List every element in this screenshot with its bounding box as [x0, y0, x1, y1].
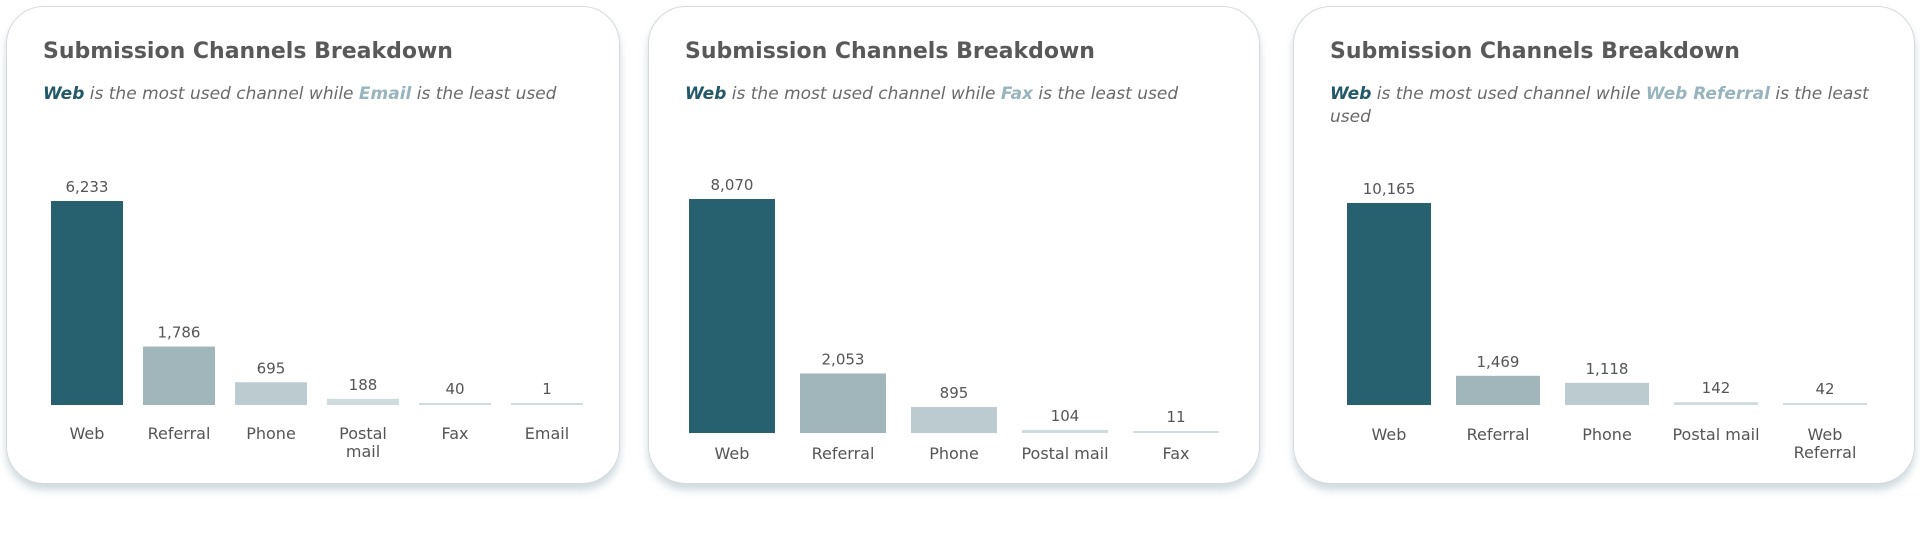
category-label-line: Phone	[1582, 425, 1632, 444]
category-label-line: Fax	[441, 424, 468, 443]
category-label-line: Email	[525, 424, 569, 443]
card-title: Submission Channels Breakdown	[685, 39, 1095, 64]
subtitle-text-end: is the least used	[411, 84, 557, 104]
chart-card-1: Submission Channels Breakdown Web is the…	[6, 6, 620, 484]
subtitle-text: is the most used channel while	[726, 84, 1001, 104]
data-label: 104	[1051, 407, 1080, 425]
bar	[1565, 382, 1649, 405]
category-label: Phone	[1582, 425, 1632, 444]
bar-chart: 10,165 Web 1,469 Referral 1,118 Phone 142 Posta…	[1347, 180, 1867, 462]
data-label: 1	[542, 380, 552, 398]
least-used-channel: Email	[358, 84, 412, 104]
category-label: Phone	[246, 424, 296, 443]
category-label: Referral	[148, 424, 211, 443]
most-used-channel: Web	[685, 84, 727, 104]
category-label: Web Referral	[1794, 425, 1857, 462]
data-label: 695	[257, 359, 286, 377]
bar	[1674, 402, 1758, 405]
most-used-channel: Web	[43, 84, 85, 104]
category-label-line: Referral	[1794, 443, 1857, 462]
least-used-channel: Fax	[1000, 84, 1034, 104]
category-label: Postal mail	[339, 424, 387, 461]
data-label: 895	[940, 384, 969, 402]
category-label-line: Fax	[1162, 444, 1189, 463]
category-label-line: Postal mail	[1021, 444, 1108, 463]
data-label: 188	[349, 376, 378, 394]
bar	[911, 407, 997, 433]
bar	[143, 346, 215, 405]
data-label: 11	[1166, 408, 1185, 426]
category-label-line: Web	[715, 444, 750, 463]
category-label: Email	[525, 424, 569, 443]
bar	[689, 199, 775, 433]
data-label: 142	[1702, 379, 1731, 397]
category-label-line: mail	[346, 442, 380, 461]
bar-chart: 8,070 Web 2,053 Referral 895 Phone 104 Postal m…	[689, 176, 1219, 463]
category-label: Phone	[929, 444, 979, 463]
category-label-line: Web	[1808, 425, 1843, 444]
bar	[1022, 429, 1108, 433]
category-label-line: Phone	[246, 424, 296, 443]
category-label-line: Referral	[812, 444, 875, 463]
card-title: Submission Channels Breakdown	[43, 39, 453, 64]
category-label-line: Postal	[339, 424, 387, 443]
category-label-line: Referral	[1467, 425, 1530, 444]
data-label: 10,165	[1363, 180, 1416, 198]
category-label-line: Phone	[929, 444, 979, 463]
bar-chart: 6,233 Web 1,786 Referral 695 Phone 188 Postal ma…	[51, 178, 583, 461]
chart-card-3: Submission Channels Breakdown Web is the…	[1293, 6, 1915, 484]
bar	[1133, 431, 1219, 433]
category-label-line: Web	[70, 424, 105, 443]
subtitle-text: is the most used channel while	[1371, 84, 1646, 104]
subtitle-text-end: is the least used	[1330, 84, 1869, 127]
bar	[1456, 375, 1540, 405]
data-label: 8,070	[711, 176, 754, 194]
chart-card-2: Submission Channels Breakdown Web is the…	[648, 6, 1260, 484]
bar	[419, 403, 491, 405]
category-label: Web	[1372, 425, 1407, 444]
data-label: 40	[445, 380, 464, 398]
card-title: Submission Channels Breakdown	[1330, 39, 1740, 64]
category-label: Referral	[1467, 425, 1530, 444]
subtitle-text-end: is the least used	[1033, 84, 1179, 104]
data-label: 1,118	[1586, 360, 1629, 378]
card-subtitle: Web is the most used channel while Email…	[43, 83, 589, 106]
category-label: Web	[715, 444, 750, 463]
bar	[511, 403, 583, 405]
bar	[1347, 203, 1431, 405]
data-label: 1,469	[1477, 353, 1520, 371]
bar	[1783, 403, 1867, 405]
most-used-channel: Web	[1330, 84, 1372, 104]
card-subtitle: Web is the most used channel while Web R…	[1330, 83, 1884, 129]
subtitle-text: is the most used channel while	[84, 84, 359, 104]
category-label: Postal mail	[1672, 425, 1759, 444]
card-subtitle: Web is the most used channel while Fax i…	[685, 83, 1229, 106]
category-label: Referral	[812, 444, 875, 463]
bar	[235, 382, 307, 405]
bar	[327, 398, 399, 405]
least-used-channel: Web Referral	[1645, 84, 1770, 104]
category-label: Fax	[1162, 444, 1189, 463]
bar	[51, 201, 123, 405]
category-label-line: Referral	[148, 424, 211, 443]
data-label: 42	[1815, 380, 1834, 398]
category-label: Postal mail	[1021, 444, 1108, 463]
data-label: 2,053	[822, 350, 865, 368]
category-label: Fax	[441, 424, 468, 443]
data-label: 1,786	[158, 324, 201, 342]
category-label-line: Web	[1372, 425, 1407, 444]
bar	[800, 373, 886, 433]
category-label: Web	[70, 424, 105, 443]
category-label-line: Postal mail	[1672, 425, 1759, 444]
data-label: 6,233	[66, 178, 109, 196]
